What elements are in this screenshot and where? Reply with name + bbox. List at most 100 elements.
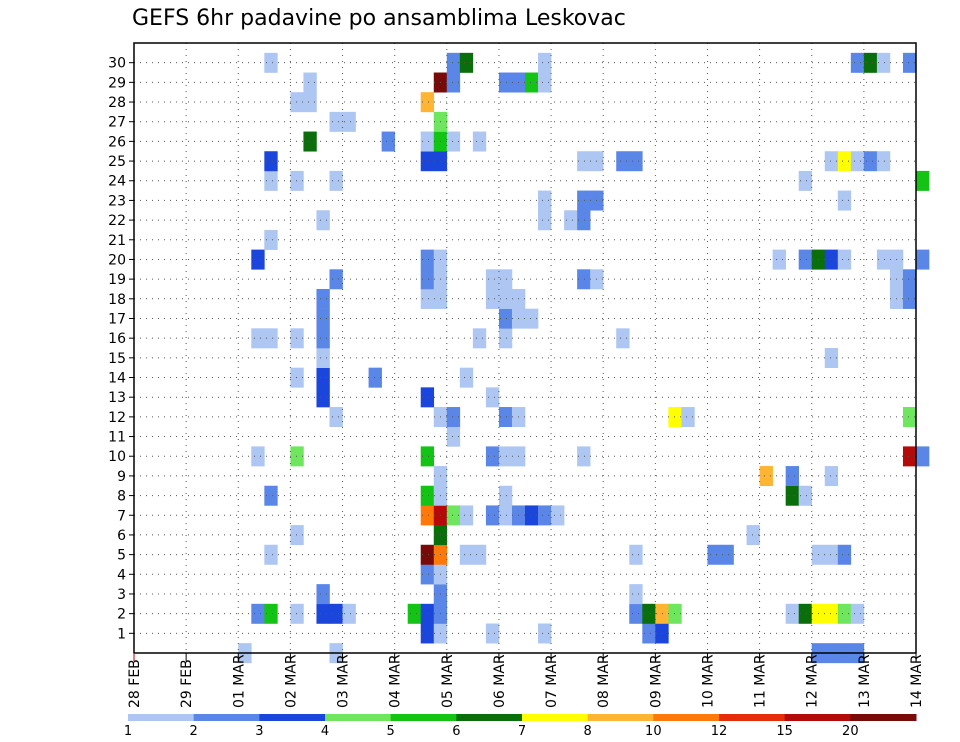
heatmap-cell xyxy=(655,623,669,644)
colorbar-swatch xyxy=(390,714,457,721)
heatmap-cell xyxy=(824,466,839,487)
heatmap-cell xyxy=(798,249,813,270)
heatmap-cell xyxy=(264,485,278,506)
heatmap-cell xyxy=(551,505,565,526)
heatmap-cell xyxy=(824,151,839,172)
y-tick-label: 14 xyxy=(108,371,126,387)
y-tick-label: 26 xyxy=(108,134,126,150)
heatmap-cell xyxy=(446,426,461,447)
heatmap-cell xyxy=(303,92,317,113)
y-tick-label: 21 xyxy=(108,233,126,249)
heatmap-cell xyxy=(863,52,878,73)
heatmap-cell xyxy=(264,170,278,191)
heatmap-cell xyxy=(459,544,474,565)
heatmap-cell xyxy=(498,269,513,290)
heatmap-cell xyxy=(642,623,656,644)
colorbar-label: 20 xyxy=(842,724,859,739)
colorbar-swatch xyxy=(128,714,195,721)
heatmap-cell xyxy=(538,623,552,644)
x-tick-label: 11 MAR xyxy=(753,654,769,708)
y-tick-label: 12 xyxy=(108,410,126,426)
y-tick-label: 11 xyxy=(108,430,126,446)
colorbar-swatch xyxy=(456,714,523,721)
heatmap-cell xyxy=(316,210,330,231)
heatmap-cell xyxy=(759,466,773,487)
colorbar-label: 6 xyxy=(452,724,460,739)
heatmap-cell xyxy=(420,269,435,290)
colorbar-label: 15 xyxy=(776,724,793,739)
heatmap-cell xyxy=(485,446,500,467)
heatmap-cell xyxy=(538,190,552,211)
heatmap-cell xyxy=(368,367,382,388)
heatmap-cell xyxy=(446,131,461,152)
colorbar-label: 2 xyxy=(190,724,198,739)
heatmap-cell xyxy=(446,72,461,93)
heatmap-cell xyxy=(290,328,304,349)
heatmap-cell xyxy=(316,367,330,388)
heatmap-cell xyxy=(316,288,330,309)
heatmap-cell xyxy=(707,544,721,565)
heatmap-cell xyxy=(446,505,461,526)
x-tick-label: 28 FEB xyxy=(127,659,143,708)
heatmap-cell xyxy=(446,52,461,73)
y-tick-label: 16 xyxy=(108,331,126,347)
heatmap-cell xyxy=(538,52,552,73)
colorbar-swatch xyxy=(193,714,260,721)
heatmap-cell xyxy=(381,131,395,152)
heatmap-cell xyxy=(850,151,865,172)
heatmap-cell xyxy=(577,190,591,211)
heatmap-cell xyxy=(316,308,330,329)
colorbar-swatch xyxy=(653,714,720,721)
heatmap-cell xyxy=(616,328,630,349)
heatmap-cell xyxy=(251,328,265,349)
colorbar-label: 7 xyxy=(518,724,526,739)
heatmap-cell xyxy=(668,603,682,624)
x-axis: 28 FEB 29 FEB 01 MAR 02 MAR 03 MAR 04 MAR 05 M… xyxy=(127,653,925,708)
x-tick-label: 12 MAR xyxy=(805,654,821,708)
heatmap-cell xyxy=(420,92,435,113)
heatmap-cell xyxy=(407,603,422,624)
heatmap-cell xyxy=(446,407,461,428)
x-tick-label: 08 MAR xyxy=(596,654,612,708)
y-tick-label: 27 xyxy=(108,115,126,131)
colorbar-label: 10 xyxy=(645,724,662,739)
heatmap-cell xyxy=(629,603,643,624)
heatmap-cell xyxy=(837,544,852,565)
heatmap-cell xyxy=(290,525,304,546)
heatmap-cell xyxy=(538,210,552,231)
x-tick-label: 29 FEB xyxy=(179,659,195,708)
heatmap-cell xyxy=(798,603,813,624)
heatmap-cell xyxy=(329,603,343,624)
heatmap-cell xyxy=(577,446,591,467)
heatmap-cell xyxy=(824,348,839,368)
colorbar-label: 8 xyxy=(584,724,592,739)
heatmap-cell xyxy=(785,485,799,506)
heatmap-cell xyxy=(420,288,435,309)
heatmap-cell xyxy=(316,584,330,605)
heatmap-cell xyxy=(850,52,865,73)
heatmap-cell xyxy=(485,288,500,309)
heatmap-cell xyxy=(525,308,539,329)
heatmap-cell xyxy=(498,485,513,506)
heatmap-cell xyxy=(837,151,852,172)
y-tick-label: 25 xyxy=(108,154,126,170)
y-tick-label: 19 xyxy=(108,272,126,288)
heatmap-cell xyxy=(577,269,591,290)
heatmap-cell xyxy=(824,544,839,565)
heatmap-cell xyxy=(629,584,643,605)
colorbar-label: 12 xyxy=(711,724,728,739)
heatmap-cell xyxy=(485,623,500,644)
heatmap-cell xyxy=(316,387,330,408)
y-tick-label: 29 xyxy=(108,75,126,91)
grid-lines xyxy=(134,43,916,653)
heatmap-cell xyxy=(798,485,813,506)
heatmap-cell xyxy=(264,544,278,565)
heatmap-cell xyxy=(264,229,278,250)
y-tick-label: 8 xyxy=(117,489,126,505)
heatmap-cell xyxy=(420,544,435,565)
heatmap-cell xyxy=(772,249,786,270)
heatmap-cell xyxy=(837,603,852,624)
heatmap-cell xyxy=(876,52,891,73)
heatmap-cell xyxy=(264,328,278,349)
heatmap-cell xyxy=(251,249,265,270)
